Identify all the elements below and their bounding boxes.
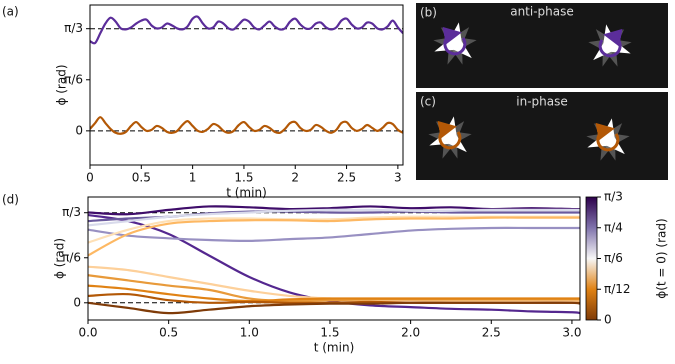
x-tick-label: 3 xyxy=(394,171,402,185)
x-tick-label: 0 xyxy=(86,171,94,185)
data-line xyxy=(88,274,580,303)
plot-lines xyxy=(90,15,403,135)
data-line xyxy=(90,116,403,135)
x-tick-label: 1.5 xyxy=(320,326,339,340)
y-tick-label: 0 xyxy=(75,123,83,137)
image-caption: in-phase xyxy=(516,95,567,109)
y-tick-label: π/6 xyxy=(64,72,83,86)
axes-frame xyxy=(89,4,404,166)
data-line xyxy=(88,301,580,315)
data-line xyxy=(88,205,580,216)
y-axis-label: ϕ (rad) xyxy=(55,65,69,106)
x-tick-label: 2.5 xyxy=(337,171,356,185)
x-tick-label: 3.0 xyxy=(562,326,581,340)
x-tick-label: 0.5 xyxy=(132,171,151,185)
colorbar-tick-label: π/6 xyxy=(604,251,623,265)
image-panel-b: (b) anti-phase xyxy=(416,3,668,88)
colorbar-tick-label: 0 xyxy=(604,313,612,327)
colorbar-tick-label: π/3 xyxy=(604,190,623,204)
plot-lines xyxy=(88,205,580,315)
rotor xyxy=(581,16,632,67)
panel-label: (a) xyxy=(2,5,19,19)
colorbar-label: ϕ(t = 0) (rad) xyxy=(655,218,669,298)
rotor xyxy=(433,14,484,65)
colorbar-tick-label: π/4 xyxy=(604,220,623,234)
x-axis-label: t (min) xyxy=(226,186,267,200)
y-tick-label: π/3 xyxy=(64,21,83,35)
y-tick-label: π/6 xyxy=(62,250,81,264)
colorbar-tick-label: π/12 xyxy=(604,282,631,296)
data-line xyxy=(88,208,580,227)
x-axis-label: t (min) xyxy=(314,341,355,355)
data-line xyxy=(88,226,580,242)
image-panel-c: (c) in-phase xyxy=(416,92,668,180)
panel-label: (c) xyxy=(420,95,436,109)
x-tick-label: 2 xyxy=(291,171,299,185)
panel-label: (d) xyxy=(2,193,19,207)
x-tick-label: 0.0 xyxy=(78,326,97,340)
rotor xyxy=(586,110,637,161)
x-tick-label: 0.5 xyxy=(159,326,178,340)
y-tick-label: 0 xyxy=(73,295,81,309)
y-tick-label: π/3 xyxy=(62,205,81,219)
colorbar xyxy=(585,196,598,321)
x-tick-label: 2.5 xyxy=(482,326,501,340)
image-caption: anti-phase xyxy=(510,5,574,19)
y-axis-label: ϕ (rad) xyxy=(53,238,67,279)
panel-label: (b) xyxy=(420,6,437,20)
x-tick-label: 1 xyxy=(189,171,197,185)
x-tick-label: 1.5 xyxy=(234,171,253,185)
rotor xyxy=(428,108,479,159)
data-line xyxy=(88,284,580,303)
x-tick-label: 1.0 xyxy=(240,326,259,340)
x-tick-label: 2.0 xyxy=(401,326,420,340)
data-line xyxy=(88,216,580,257)
axes-frame xyxy=(87,196,581,321)
data-line xyxy=(90,15,403,45)
